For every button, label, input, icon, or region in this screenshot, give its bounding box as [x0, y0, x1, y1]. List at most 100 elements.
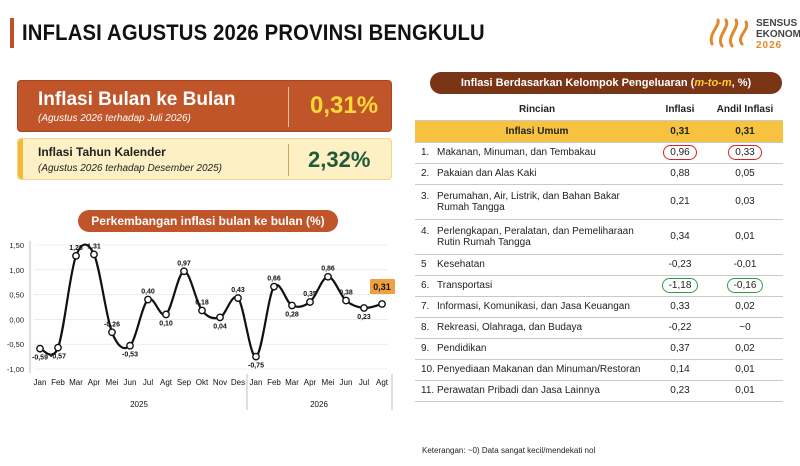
y-tick-label: 1,00: [9, 266, 24, 275]
year-label: 2026: [310, 400, 328, 409]
mtm-value: 0,31%: [310, 92, 379, 119]
mtm-title: Inflasi Bulan ke Bulan: [38, 89, 236, 110]
row-inflasi-cell: -0,22: [653, 317, 707, 339]
row-andil: 0,01: [735, 364, 755, 375]
row-item: 8. Rekreasi, Olahraga, dan Budaya: [421, 322, 653, 333]
x-tick-label: Mei: [322, 378, 335, 387]
table-row: 4. Perlengkapan, Peralatan, dan Pemelihar…: [415, 219, 783, 255]
table-row: 10. Penyediaan Makanan dan Minuman/Restor…: [415, 359, 783, 381]
row-label: Rekreasi, Olahraga, dan Budaya: [437, 322, 583, 333]
row-number: 10.: [421, 364, 435, 375]
ytd-divider: [288, 144, 289, 176]
data-point: [252, 352, 260, 361]
row-andil: -0,01: [733, 259, 757, 270]
data-label: -0,26: [104, 321, 120, 328]
row-andil: 0,05: [735, 168, 755, 179]
data-point: [180, 267, 188, 276]
series-line: [39, 243, 383, 358]
mtm-inflation-card: Inflasi Bulan ke Bulan (Agustus 2026 ter…: [17, 80, 392, 132]
x-tick-label: Jan: [250, 378, 263, 387]
row-andil: 0,01: [735, 385, 755, 396]
x-tick-label: Agt: [160, 378, 173, 387]
row-inflasi-cell: 0,14: [653, 359, 707, 381]
mtm-line-chart: -1,00 -0,50 0,00 0,50 1,00 1,50 -0,59 Jan -0,57 F…: [7, 241, 395, 410]
row-andil-cell: 0,01: [707, 359, 783, 381]
data-point: [54, 343, 62, 352]
row-andil: 0,03: [735, 196, 755, 207]
umum-name: Inflasi Umum: [415, 120, 653, 143]
x-tick-label: Sep: [177, 378, 192, 387]
row-number: 6.: [421, 280, 430, 291]
page-title: INFLASI AGUSTUS 2026 PROVINSI BENGKULU: [22, 20, 485, 45]
row-name-cell: 2. Pakaian dan Alas Kaki: [415, 163, 653, 185]
row-inflasi: -0,23: [668, 259, 692, 270]
data-point: [342, 296, 350, 305]
last-value-highlight: [370, 279, 395, 295]
row-item: 5 Kesehatan: [421, 259, 653, 270]
row-name-cell: 5 Kesehatan: [415, 254, 653, 276]
table-title-mtm: m-to-m: [694, 77, 732, 89]
data-label: 0,66: [267, 276, 281, 283]
x-tick-label: Nov: [213, 378, 227, 387]
row-inflasi-cell: -1,18: [653, 275, 707, 297]
y-tick-label: -0,50: [7, 340, 24, 349]
data-label: -0,53: [122, 352, 138, 359]
data-label: 0,28: [285, 312, 299, 319]
data-point: [162, 310, 170, 319]
logo-text-sensus: SENSUS: [756, 18, 798, 29]
row-andil-cell: -0,01: [707, 254, 783, 276]
row-andil-cell: ~0: [707, 317, 783, 339]
row-andil: -0,16: [726, 278, 764, 293]
row-inflasi-cell: 0,21: [653, 184, 707, 220]
sensus-ekonomi-logo: SENSUS EKONOMI 2026: [706, 14, 800, 54]
data-label: 0,31: [373, 282, 391, 292]
mtm-divider: [288, 87, 289, 127]
table-header-row: Rincian Inflasi Andil Inflasi: [415, 100, 783, 121]
data-point: [108, 328, 116, 337]
row-number: 3.: [421, 190, 430, 202]
data-point: [288, 301, 296, 310]
data-label: 0,23: [357, 314, 371, 321]
x-tick-label: Mei: [106, 378, 119, 387]
row-inflasi: 0,23: [670, 385, 690, 396]
data-point: [360, 304, 368, 312]
logo-swirl-icon: [709, 18, 749, 48]
x-tick-label: Des: [231, 378, 245, 387]
x-tick-label: Jun: [124, 378, 137, 387]
x-tick-label: Jan: [34, 378, 47, 387]
row-inflasi-cell: 0,34: [653, 219, 707, 255]
row-inflasi: -1,18: [661, 278, 699, 293]
table-row: 9. Pendidikan 0,37 0,02: [415, 338, 783, 360]
row-inflasi: 0,21: [670, 196, 690, 207]
row-inflasi-cell: 0,88: [653, 163, 707, 185]
row-andil-cell: 0,02: [707, 338, 783, 360]
row-inflasi: 0,88: [670, 168, 690, 179]
ytd-inflation-card: Inflasi Tahun Kalender (Agustus 2026 ter…: [17, 138, 392, 180]
umum-andil: 0,31: [707, 120, 783, 143]
row-item: 1. Makanan, Minuman, dan Tembakau: [421, 147, 653, 158]
x-tick-label: Apr: [88, 378, 101, 387]
row-label: Pendidikan: [437, 343, 487, 354]
row-andil: 0,02: [735, 301, 755, 312]
y-tick-label: 1,50: [9, 241, 24, 250]
data-point: [72, 252, 80, 260]
data-point: [198, 306, 206, 315]
data-label: 0,86: [321, 266, 335, 273]
row-name-cell: 11. Perawatan Pribadi dan Jasa Lainnya: [415, 380, 653, 402]
ytd-title: Inflasi Tahun Kalender: [38, 145, 166, 159]
data-point: [126, 341, 134, 350]
table-row: 7. Informasi, Komunikasi, dan Jasa Keuang…: [415, 296, 783, 318]
row-label: Pakaian dan Alas Kaki: [437, 168, 537, 179]
row-inflasi: 0,34: [670, 231, 690, 242]
data-label: 1,28: [69, 245, 83, 252]
data-point: [216, 313, 224, 322]
table-row: 3. Perumahan, Air, Listrik, dan Bahan Bak…: [415, 184, 783, 220]
row-number: 7.: [421, 301, 430, 312]
row-andil-cell: -0,16: [707, 275, 783, 297]
row-number: 9.: [421, 343, 430, 354]
table-row: 5 Kesehatan -0,23 -0,01: [415, 254, 783, 276]
row-andil: 0,33: [728, 145, 762, 160]
inflation-group-table: Rincian Inflasi Andil Inflasi Inflasi Um…: [415, 100, 783, 402]
x-tick-label: Agt: [376, 378, 389, 387]
row-inflasi: -0,22: [668, 322, 692, 333]
